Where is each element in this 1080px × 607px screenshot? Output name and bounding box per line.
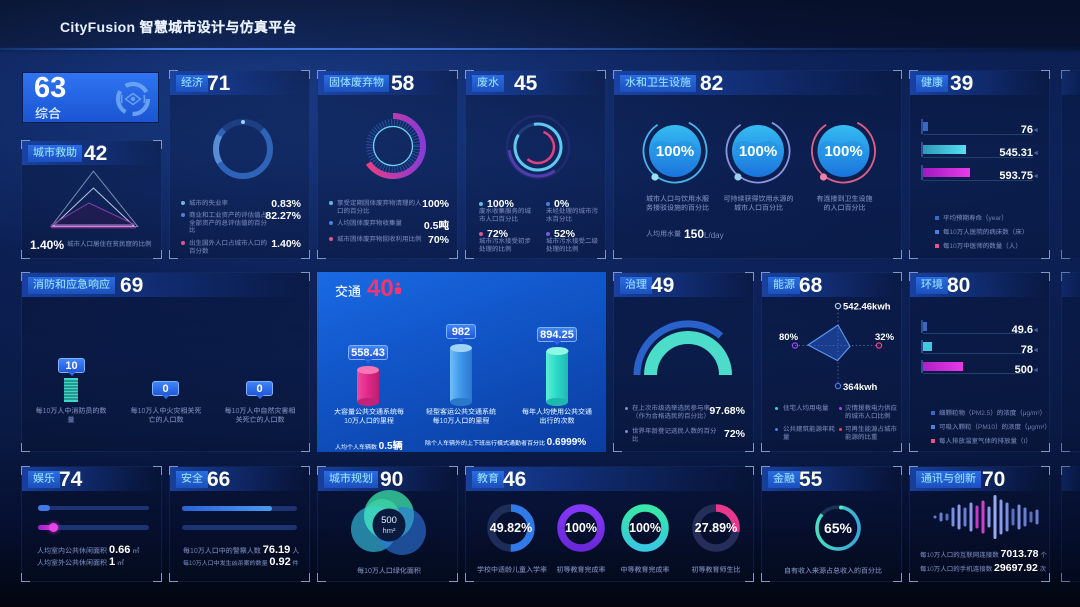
svg-text:100%: 100% [656,143,694,160]
svg-text:100%: 100% [824,143,862,160]
svg-text:80%: 80% [779,332,799,343]
svg-text:49.82%: 49.82% [490,521,532,535]
svg-text:27.89%: 27.89% [695,521,737,535]
svg-text:364kwh: 364kwh [843,382,878,393]
svg-text:500: 500 [381,515,397,526]
svg-text:100%: 100% [629,521,661,535]
svg-text:100%: 100% [565,521,597,535]
svg-text:32%: 32% [875,332,895,343]
svg-text:542.46kwh: 542.46kwh [843,302,891,313]
svg-text:hm²: hm² [383,526,396,535]
svg-text:100%: 100% [739,143,777,160]
